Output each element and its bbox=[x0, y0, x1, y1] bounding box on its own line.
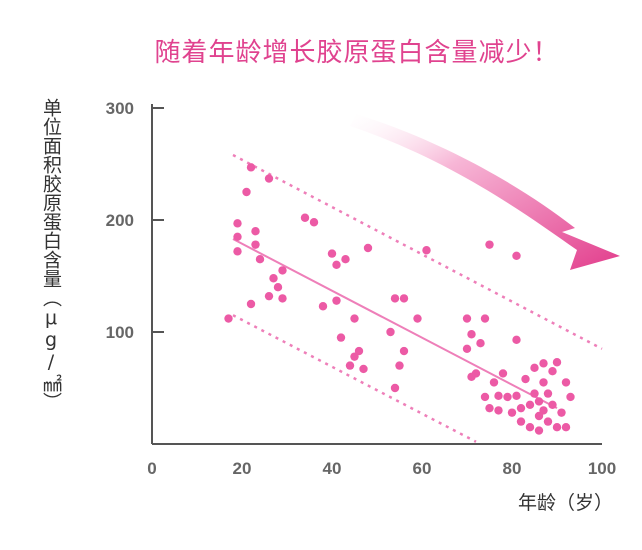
data-point bbox=[363, 243, 373, 253]
data-point bbox=[566, 392, 575, 402]
trend-line bbox=[232, 238, 558, 410]
data-point bbox=[278, 294, 287, 303]
data-point bbox=[534, 397, 544, 406]
data-point bbox=[543, 417, 553, 426]
data-point bbox=[548, 400, 557, 409]
data-point bbox=[269, 274, 278, 283]
data-point bbox=[539, 378, 548, 387]
data-point bbox=[251, 240, 260, 249]
data-point bbox=[516, 417, 526, 426]
data-point bbox=[543, 389, 553, 398]
y-tick-label: 100 bbox=[106, 323, 134, 342]
x-tick-label: 100 bbox=[588, 459, 616, 478]
data-point bbox=[534, 411, 544, 421]
data-point bbox=[309, 218, 319, 227]
data-point bbox=[345, 361, 355, 370]
data-point bbox=[278, 266, 287, 275]
data-point bbox=[489, 378, 499, 387]
y-tick-label: 300 bbox=[106, 99, 134, 118]
data-point bbox=[530, 363, 539, 373]
data-point bbox=[233, 247, 242, 256]
lower-band-line bbox=[232, 314, 477, 443]
data-point bbox=[354, 346, 364, 356]
x-axis-label: 年龄（岁） bbox=[518, 492, 614, 514]
data-point bbox=[534, 426, 544, 435]
data-point bbox=[390, 294, 400, 303]
data-point bbox=[539, 406, 548, 415]
data-point bbox=[485, 240, 494, 249]
data-point bbox=[273, 283, 283, 292]
data-point bbox=[318, 302, 328, 311]
y-tick-label: 200 bbox=[106, 211, 134, 230]
data-point bbox=[462, 314, 472, 323]
data-point bbox=[386, 327, 395, 337]
data-point bbox=[557, 408, 566, 417]
data-point bbox=[552, 423, 562, 432]
data-point bbox=[512, 335, 521, 345]
data-point bbox=[548, 367, 557, 376]
data-point bbox=[422, 246, 431, 255]
data-point bbox=[300, 213, 310, 222]
data-point bbox=[341, 255, 350, 264]
data-point bbox=[233, 219, 242, 228]
data-point bbox=[395, 361, 404, 370]
data-point bbox=[525, 423, 535, 432]
data-point bbox=[485, 403, 494, 413]
x-tick-label: 60 bbox=[413, 459, 432, 478]
data-point bbox=[512, 251, 521, 261]
data-point bbox=[498, 369, 508, 378]
data-point bbox=[359, 364, 368, 374]
data-point bbox=[399, 346, 409, 356]
chart-title: 随着年龄增长胶原蛋白含量减少！ bbox=[154, 38, 560, 68]
data-point bbox=[242, 187, 251, 197]
data-point bbox=[327, 249, 337, 258]
data-point bbox=[390, 383, 400, 393]
data-point bbox=[264, 174, 274, 183]
data-point bbox=[399, 294, 409, 303]
data-point bbox=[246, 299, 256, 309]
data-point bbox=[350, 352, 359, 361]
y-axis-label: 单位面积胶原蛋白含量（μg/㎟） bbox=[40, 98, 62, 411]
data-point bbox=[350, 314, 359, 323]
data-point bbox=[525, 400, 535, 409]
data-point bbox=[255, 255, 265, 264]
data-point bbox=[516, 403, 526, 413]
data-point bbox=[233, 232, 242, 241]
x-tick-label: 40 bbox=[323, 459, 342, 478]
data-point bbox=[264, 291, 274, 301]
data-point bbox=[467, 330, 476, 339]
data-point bbox=[224, 314, 233, 323]
data-point bbox=[332, 260, 341, 269]
data-point bbox=[561, 378, 571, 387]
data-point bbox=[336, 333, 346, 342]
x-tick-label: 0 bbox=[147, 459, 156, 478]
data-point bbox=[480, 314, 490, 323]
data-point bbox=[462, 344, 472, 353]
data-point bbox=[332, 296, 341, 305]
data-point bbox=[246, 163, 256, 172]
data-point bbox=[471, 369, 481, 378]
data-point bbox=[507, 408, 517, 417]
data-point bbox=[476, 339, 485, 348]
trend-arrow-icon bbox=[350, 114, 620, 270]
data-point bbox=[561, 423, 571, 432]
data-point bbox=[512, 391, 521, 401]
data-point bbox=[494, 391, 503, 401]
x-tick-label: 20 bbox=[233, 459, 252, 478]
data-point bbox=[413, 314, 422, 323]
data-point bbox=[480, 392, 490, 402]
data-point bbox=[494, 406, 503, 415]
x-tick-label: 80 bbox=[503, 459, 522, 478]
data-point bbox=[539, 359, 548, 368]
data-point bbox=[530, 389, 539, 398]
data-point bbox=[521, 374, 530, 384]
data-point bbox=[503, 392, 512, 402]
upper-band-line bbox=[232, 153, 603, 350]
data-point bbox=[251, 227, 260, 236]
data-point bbox=[552, 358, 562, 367]
